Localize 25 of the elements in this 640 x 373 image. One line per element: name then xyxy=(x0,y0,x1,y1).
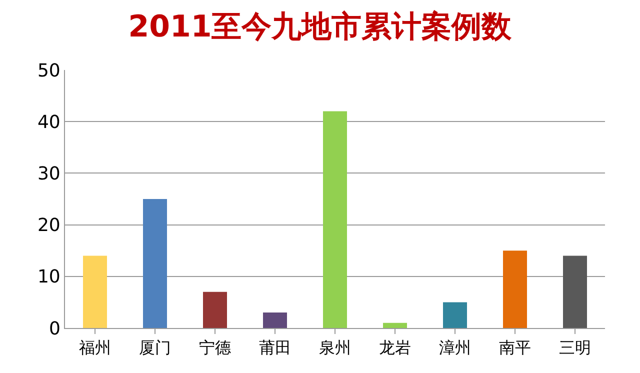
y-tick-label: 20 xyxy=(37,215,60,236)
x-tick-label: 厦门 xyxy=(139,338,171,358)
x-tick-label: 宁德 xyxy=(199,338,231,358)
x-tick-label: 南平 xyxy=(499,338,531,358)
y-tick-label: 10 xyxy=(37,266,60,288)
x-tick-label: 三明 xyxy=(559,338,591,358)
x-tick-label: 漳州 xyxy=(439,338,471,358)
bar xyxy=(83,256,107,328)
y-tick-label: 50 xyxy=(37,60,60,82)
bar xyxy=(323,111,347,328)
bar xyxy=(203,292,227,328)
y-tick-label: 30 xyxy=(37,164,60,184)
chart-title: 2011至今九地市累计案例数 xyxy=(128,10,513,45)
bar xyxy=(503,250,527,328)
y-tick-label: 0 xyxy=(48,318,60,340)
x-tick-label: 泉州 xyxy=(319,338,351,358)
bar xyxy=(563,256,587,328)
bar xyxy=(263,312,287,328)
x-tick-label: 龙岩 xyxy=(379,338,411,358)
bar xyxy=(443,302,467,328)
x-tick-label: 福州 xyxy=(79,338,111,358)
bar xyxy=(143,199,167,328)
y-tick-label: 40 xyxy=(37,112,60,133)
x-tick-label: 莆田 xyxy=(259,338,291,358)
bar xyxy=(383,322,407,328)
